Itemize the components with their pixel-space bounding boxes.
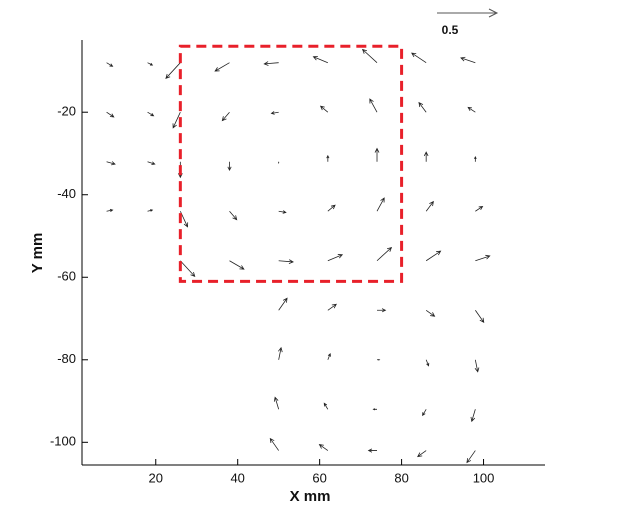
y-tick-label: -80 — [57, 351, 76, 366]
reference-arrow — [437, 8, 499, 18]
vector-arrow — [278, 346, 283, 360]
vector-arrow — [418, 101, 427, 113]
vector-arrow — [417, 450, 427, 458]
x-tick-label: 100 — [473, 470, 495, 485]
reference-label: 0.5 — [442, 23, 459, 37]
vector-arrow — [312, 55, 328, 64]
vector-arrow — [474, 359, 480, 373]
vector-arrow — [327, 254, 344, 262]
vector-arrow — [374, 147, 380, 162]
vector-arrow — [422, 409, 427, 417]
x-tick-label: 20 — [149, 470, 163, 485]
vector-arrow — [425, 250, 442, 262]
vector-arrow — [376, 246, 393, 262]
vector-arrow — [474, 156, 477, 162]
vector-arrow — [475, 205, 484, 212]
vector-arrow — [319, 105, 329, 113]
vector-arrow — [221, 111, 230, 122]
vector-arrow — [147, 161, 156, 165]
y-tick-label: -40 — [57, 186, 76, 201]
x-tick-label: 80 — [394, 470, 408, 485]
x-axis-title: X mm — [290, 488, 331, 505]
vector-arrow — [326, 154, 330, 162]
vector-arrow — [278, 297, 288, 311]
vector-arrow — [377, 308, 387, 313]
vector-arrow — [147, 111, 155, 117]
vector-arrow — [367, 448, 378, 453]
vector-arrow — [470, 409, 476, 423]
vector-arrow — [475, 254, 491, 262]
vector-arrow — [278, 259, 294, 264]
vector-arrow — [377, 358, 381, 361]
y-axis-title: Y mm — [29, 233, 46, 274]
vector-arrow — [106, 111, 115, 118]
vector-arrow — [263, 61, 279, 66]
vector-arrow — [147, 62, 154, 66]
vector-arrow — [106, 62, 114, 67]
vector-arrow — [475, 310, 485, 323]
vector-arrow — [327, 204, 336, 212]
vector-arrow — [172, 112, 181, 129]
vector-arrow — [147, 209, 154, 212]
vector-arrow — [270, 111, 279, 115]
vector-arrow — [323, 402, 329, 410]
vector-arrow — [327, 303, 337, 311]
vector-arrow — [425, 359, 430, 367]
vector-arrow — [423, 151, 429, 162]
vector-arrow — [372, 408, 378, 411]
vector-arrow — [466, 450, 476, 464]
y-tick-label: -100 — [50, 434, 76, 449]
vector-arrow — [369, 98, 378, 113]
y-tick-label: -60 — [57, 269, 76, 284]
vector-arrow — [106, 161, 116, 166]
vector-arrow — [229, 210, 238, 221]
y-tick-label: -20 — [57, 104, 76, 119]
vector-arrow — [361, 48, 378, 63]
vector-arrow — [425, 309, 436, 317]
vector-arrow — [273, 396, 280, 410]
vector-arrow — [278, 210, 287, 214]
vector-arrow — [425, 200, 434, 212]
vector-arrow — [411, 52, 427, 64]
vector-arrow — [214, 62, 230, 72]
vector-arrow — [229, 260, 245, 270]
vector-arrow — [165, 62, 181, 79]
vector-arrow — [180, 260, 196, 278]
vector-arrow — [327, 352, 331, 360]
x-tick-label: 40 — [230, 470, 244, 485]
vector-arrow — [106, 208, 114, 213]
vector-arrow — [269, 437, 280, 451]
vector-arrow — [376, 197, 385, 212]
vector-arrow — [467, 106, 476, 113]
vector-arrow — [460, 56, 476, 64]
x-tick-label: 60 — [312, 470, 326, 485]
highlight-box — [178, 44, 404, 283]
vector-arrow — [318, 444, 329, 451]
vector-arrow — [227, 161, 232, 172]
